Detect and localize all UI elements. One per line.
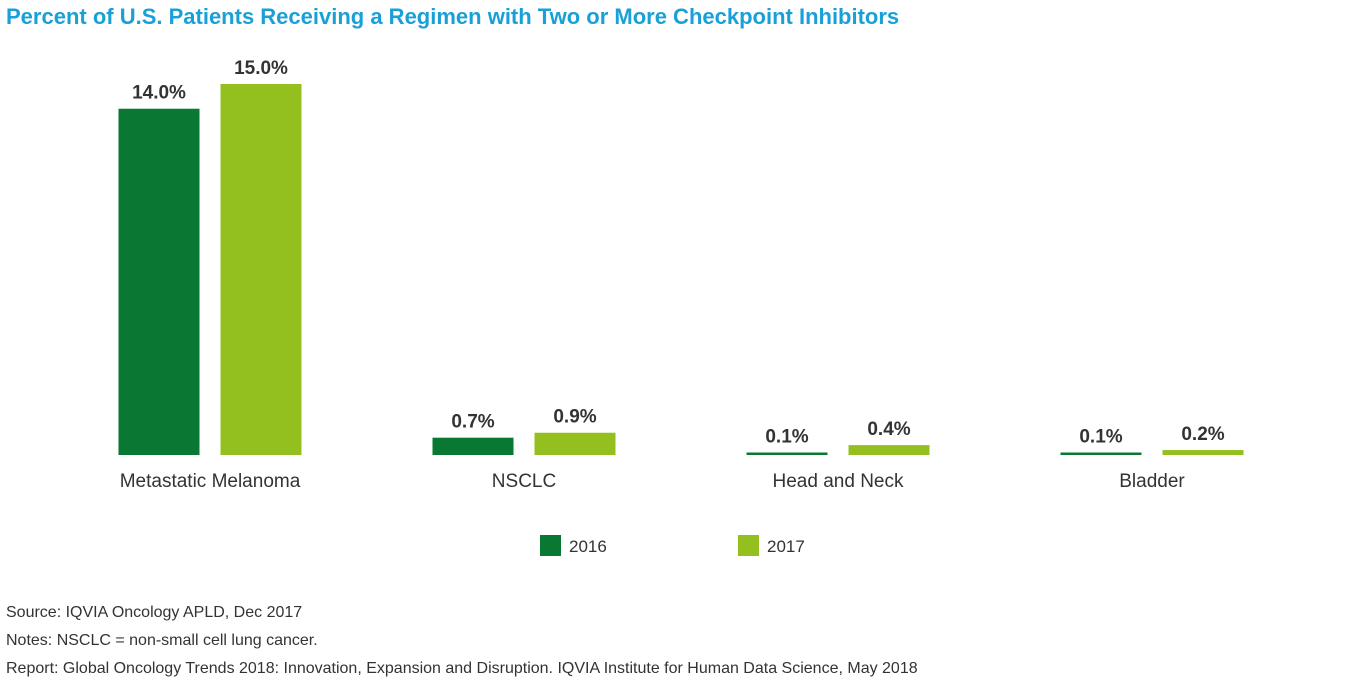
category-label: Head and Neck xyxy=(773,471,904,492)
data-label: 14.0% xyxy=(132,83,186,104)
data-label: 15.0% xyxy=(234,58,288,79)
data-label: 0.4% xyxy=(867,419,910,440)
bar-2016 xyxy=(118,108,200,455)
data-label: 0.1% xyxy=(765,427,808,448)
data-label: 0.1% xyxy=(1079,427,1122,448)
category-label: NSCLC xyxy=(492,471,556,492)
bar-2016 xyxy=(1060,452,1142,455)
report-note: Report: Global Oncology Trends 2018: Inn… xyxy=(6,660,918,677)
bar-2016 xyxy=(432,437,514,455)
data-label: 0.2% xyxy=(1181,424,1224,445)
category-label: Metastatic Melanoma xyxy=(120,471,301,492)
notes-note: Notes: NSCLC = non-small cell lung cance… xyxy=(6,632,318,649)
bar-2017 xyxy=(1162,450,1244,455)
data-label: 0.9% xyxy=(553,407,596,428)
category-label: Bladder xyxy=(1119,471,1185,492)
bar-2016 xyxy=(746,452,828,455)
legend-swatch-2017 xyxy=(738,535,759,556)
data-label: 0.7% xyxy=(451,412,494,433)
bar-chart: 14.0% 15.0% Metastatic Melanoma 0.7% 0.9% NSC… xyxy=(118,58,1244,556)
legend-swatch-2016 xyxy=(540,535,561,556)
bar-2017 xyxy=(848,445,930,455)
legend-label: 2017 xyxy=(767,537,805,556)
bar-2017 xyxy=(534,432,616,455)
bar-2017 xyxy=(220,84,302,455)
legend-label: 2016 xyxy=(569,537,607,556)
source-note: Source: IQVIA Oncology APLD, Dec 2017 xyxy=(6,604,303,621)
chart-title: Percent of U.S. Patients Receiving a Reg… xyxy=(6,4,900,29)
